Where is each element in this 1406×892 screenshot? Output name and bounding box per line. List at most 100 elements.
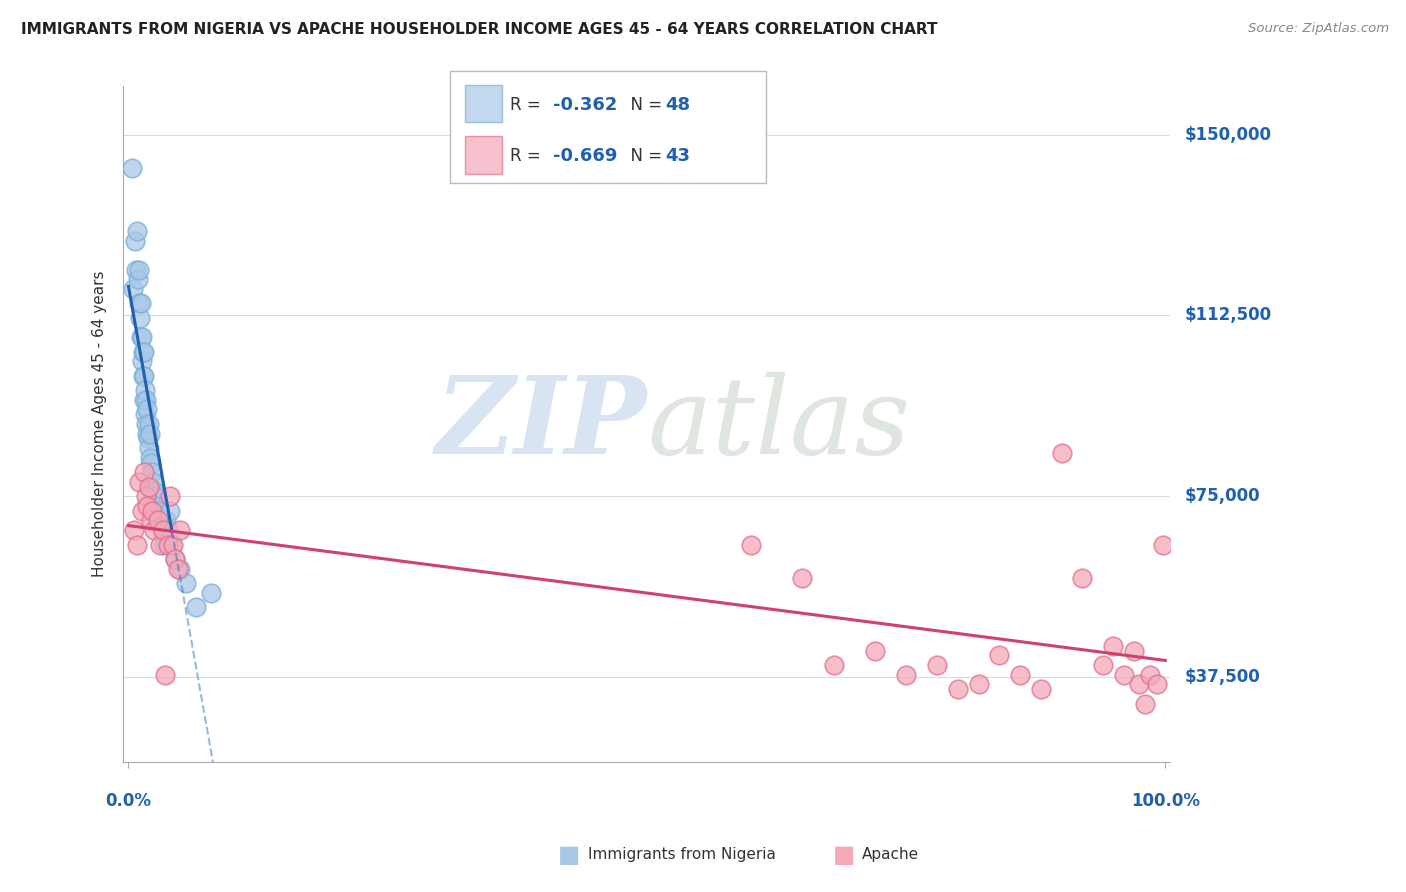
Point — [141, 465, 163, 479]
Point — [132, 344, 155, 359]
Point — [124, 234, 146, 248]
Text: Immigrants from Nigeria: Immigrants from Nigeria — [588, 847, 776, 862]
Point — [152, 537, 174, 551]
Y-axis label: Householder Income Ages 45 - 64 years: Householder Income Ages 45 - 64 years — [93, 270, 107, 577]
Point — [1112, 667, 1135, 681]
Point — [143, 484, 166, 499]
Text: -0.362: -0.362 — [553, 95, 617, 113]
Point — [122, 523, 145, 537]
Point — [159, 489, 181, 503]
Point — [141, 456, 163, 470]
Point — [927, 658, 949, 673]
Point — [792, 571, 814, 585]
Point — [149, 537, 172, 551]
Text: atlas: atlas — [647, 371, 910, 476]
Point — [145, 499, 167, 513]
Text: 48: 48 — [665, 95, 690, 113]
Point — [139, 450, 162, 465]
Point — [132, 368, 155, 383]
Text: ZIP: ZIP — [436, 371, 647, 477]
Point — [146, 513, 169, 527]
Point — [129, 296, 152, 310]
Text: $150,000: $150,000 — [1184, 126, 1271, 144]
Point — [132, 344, 155, 359]
Point — [165, 552, 187, 566]
Point — [1133, 697, 1156, 711]
Point — [128, 296, 150, 310]
Point — [131, 330, 153, 344]
Point — [136, 432, 159, 446]
Point — [136, 426, 159, 441]
Text: Apache: Apache — [862, 847, 920, 862]
Point — [141, 504, 163, 518]
Text: R =: R = — [510, 147, 547, 165]
Point — [135, 392, 157, 407]
Point — [136, 499, 159, 513]
Point — [156, 537, 179, 551]
Text: $37,500: $37,500 — [1184, 668, 1260, 686]
Text: ■: ■ — [832, 843, 855, 866]
Point — [1029, 682, 1052, 697]
Point — [159, 504, 181, 518]
Text: Source: ZipAtlas.com: Source: ZipAtlas.com — [1249, 22, 1389, 36]
Point — [132, 392, 155, 407]
Point — [1071, 571, 1094, 585]
Point — [1102, 639, 1125, 653]
Point — [1050, 446, 1073, 460]
Point — [129, 330, 152, 344]
Point — [156, 523, 179, 537]
Text: N =: N = — [620, 147, 668, 165]
Point — [135, 489, 157, 503]
Point — [138, 441, 160, 455]
Point — [160, 537, 183, 551]
Point — [128, 310, 150, 325]
Point — [134, 407, 156, 421]
Text: IMMIGRANTS FROM NIGERIA VS APACHE HOUSEHOLDER INCOME AGES 45 - 64 YEARS CORRELAT: IMMIGRANTS FROM NIGERIA VS APACHE HOUSEH… — [21, 22, 938, 37]
Point — [988, 648, 1011, 663]
Text: N =: N = — [620, 95, 668, 113]
Point — [121, 161, 143, 176]
Point — [863, 643, 886, 657]
Text: 43: 43 — [665, 147, 690, 165]
Point — [162, 537, 184, 551]
Point — [131, 354, 153, 368]
Text: 100.0%: 100.0% — [1130, 792, 1199, 810]
Point — [1128, 677, 1150, 691]
Text: R =: R = — [510, 95, 547, 113]
Point — [169, 523, 191, 537]
Point — [146, 504, 169, 518]
Point — [1152, 537, 1174, 551]
Point — [139, 426, 162, 441]
Point — [132, 465, 155, 479]
Point — [169, 561, 191, 575]
Point — [141, 513, 163, 527]
Point — [200, 586, 222, 600]
Text: $112,500: $112,500 — [1184, 307, 1271, 325]
Point — [823, 658, 845, 673]
Point — [134, 383, 156, 397]
Text: ■: ■ — [558, 843, 581, 866]
Point — [132, 368, 155, 383]
Point — [125, 262, 148, 277]
Point — [143, 523, 166, 537]
Point — [1146, 677, 1168, 691]
Point — [1123, 643, 1146, 657]
Point — [946, 682, 969, 697]
Point — [149, 513, 172, 527]
Point — [127, 272, 149, 286]
Point — [145, 489, 167, 503]
Point — [125, 224, 148, 238]
Text: $75,000: $75,000 — [1184, 487, 1260, 505]
Text: 0.0%: 0.0% — [105, 792, 152, 810]
Point — [740, 537, 762, 551]
Point — [150, 523, 173, 537]
Point — [1139, 667, 1161, 681]
Point — [138, 480, 160, 494]
Point — [1010, 667, 1032, 681]
Point — [894, 667, 917, 681]
Point — [142, 475, 165, 489]
Point — [136, 402, 159, 417]
Point — [153, 667, 176, 681]
Point — [152, 523, 174, 537]
Point — [135, 417, 157, 431]
